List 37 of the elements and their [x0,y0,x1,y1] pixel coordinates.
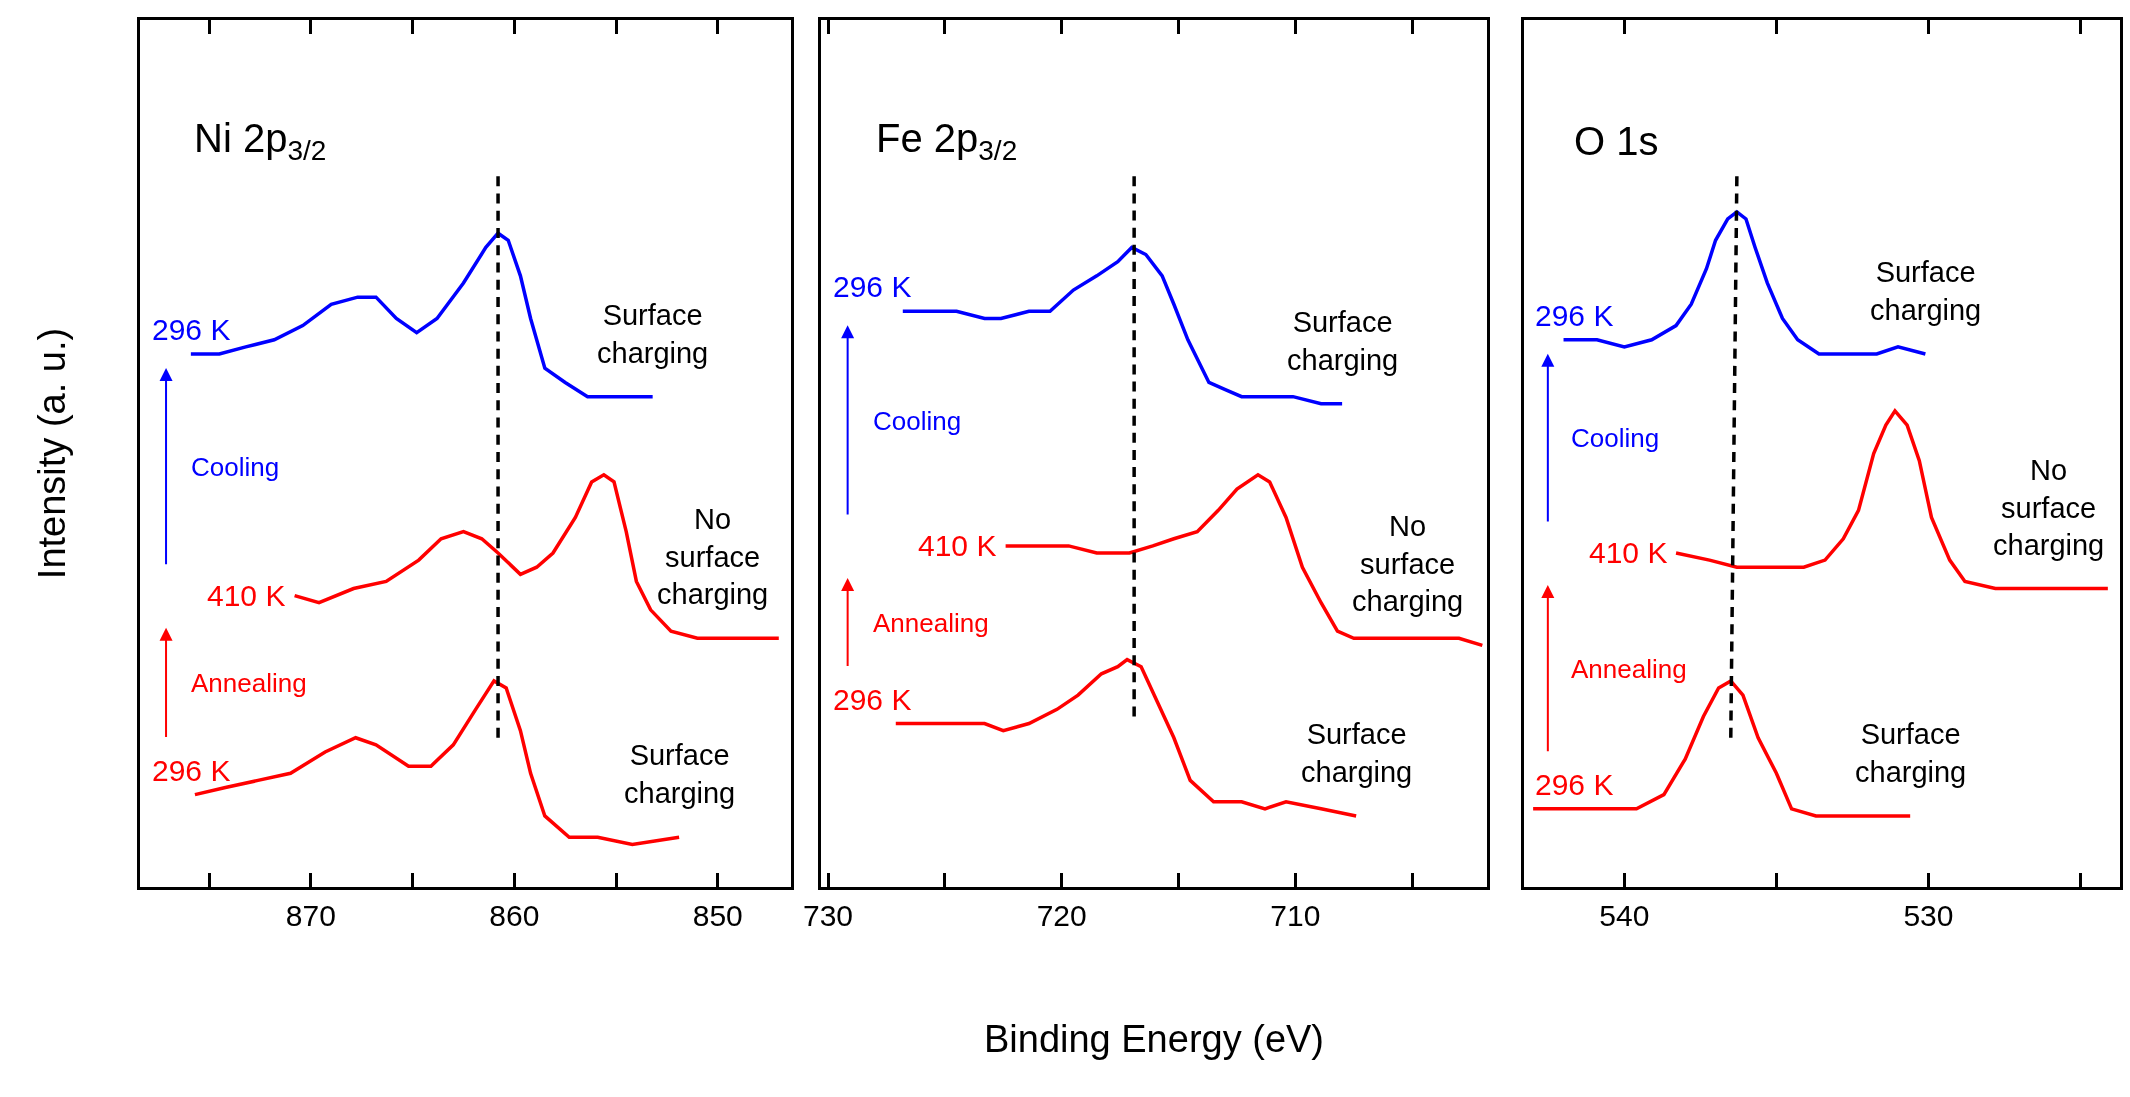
annotation: No surface charging [1352,510,1464,618]
series-label: 296 K [1535,768,1614,801]
series-label: 296 K [152,754,231,787]
annotation: Surface charging [1301,718,1413,788]
annotation: Cooling [873,406,962,436]
annotation: Surface charging [597,299,709,369]
annotation: Annealing [873,608,989,638]
series-label: 296 K [833,270,912,303]
annotation: Surface charging [1287,306,1399,376]
x-tick-label: 850 [692,899,743,932]
annotation: Surface charging [1855,718,1967,788]
series-label: 410 K [207,579,286,612]
x-tick-label: 870 [285,899,336,932]
series-label: 410 K [918,529,997,562]
chart-title: Fe 2p$_{3/2}$ [876,116,1018,167]
annotation: No surface charging [1993,454,2105,562]
series-label: 296 K [833,683,912,716]
x-axis-title: Binding Energy (eV) [983,1018,1325,1061]
annotation: Surface charging [1870,256,1982,326]
annotation: Annealing [191,668,307,698]
x-tick-label: 530 [1903,899,1954,932]
x-tick-label: 540 [1599,899,1650,932]
x-tick-label: 730 [802,899,854,932]
x-tick-label: 710 [1270,899,1321,932]
series-label: 296 K [152,313,231,346]
y-axis-title: Intensity (a. u.) [31,327,74,580]
series-label: 410 K [1589,536,1668,569]
annotation: Surface charging [624,739,736,809]
annotation: Cooling [1571,423,1660,453]
annotation: No surface charging [657,503,769,611]
annotation: Cooling [191,452,280,482]
series-label: 296 K [1535,299,1614,332]
chart-title: O 1s [1574,119,1659,163]
x-tick-label: 720 [1036,899,1087,932]
chart-title: Ni 2p$_{3/2}$ [194,116,327,167]
x-tick-label: 860 [489,899,540,932]
annotation: Annealing [1571,654,1687,684]
